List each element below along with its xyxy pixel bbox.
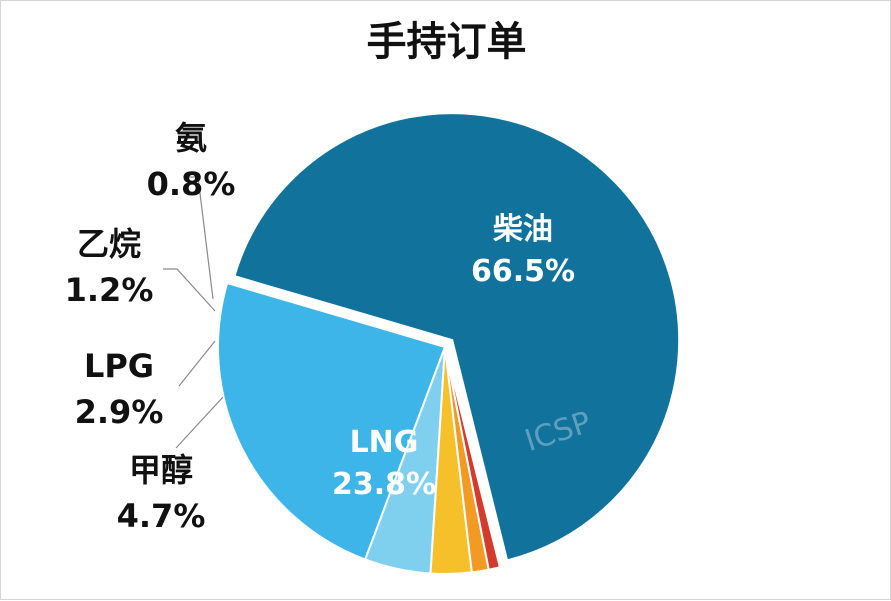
chart-title: 手持订单 [366, 19, 527, 65]
slice-label-value-4: 1.2% [65, 271, 154, 309]
slice-label-name-2: 甲醇 [129, 451, 193, 489]
slice-label-value-5: 0.8% [147, 165, 236, 203]
leader-line-2 [175, 396, 224, 449]
leader-line-3 [178, 340, 216, 387]
slice-label-value-0: 66.5% [471, 254, 575, 289]
leader-line-5 [184, 176, 214, 300]
slice-label-value-3: 2.9% [75, 393, 164, 431]
pie-slice-0 [233, 112, 681, 562]
slice-label-name-4: 乙烷 [77, 225, 141, 263]
pie-slice-1 [217, 281, 447, 561]
pie-slice-5 [444, 346, 502, 571]
slice-label-name-0: 柴油 [493, 212, 553, 247]
slice-label-name-3: LPG [84, 347, 154, 385]
slice-label-name-5: 氨 [175, 119, 207, 157]
slice-label-value-2: 4.7% [117, 497, 206, 535]
leader-line-4 [163, 268, 216, 312]
slice-label-value-1: 23.8% [332, 467, 436, 502]
slice-label-name-1: LNG [350, 425, 419, 460]
